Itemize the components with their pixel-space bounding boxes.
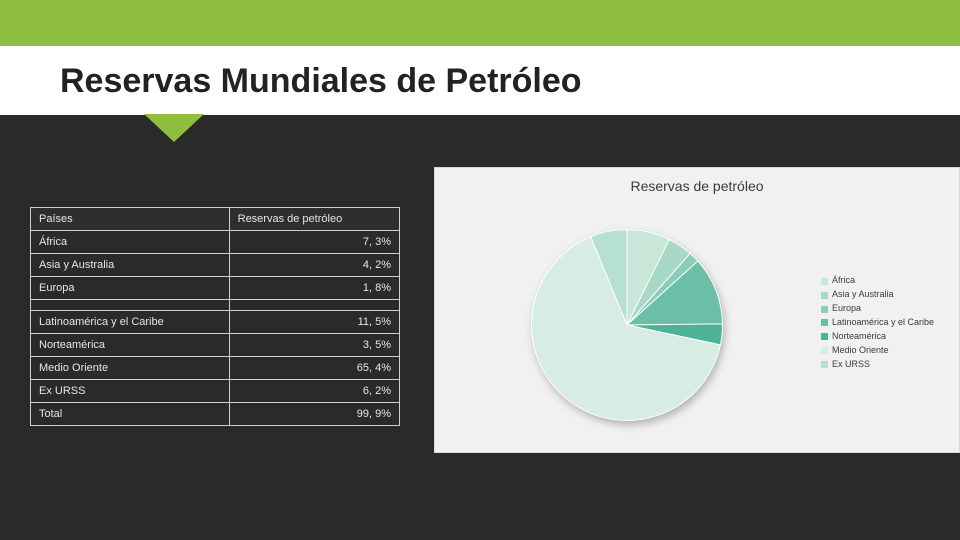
table-row: Asia y Australia 4, 2% (31, 254, 400, 277)
legend-swatch (821, 278, 828, 285)
cell-value: 6, 2% (229, 380, 399, 403)
cell-label: África (31, 231, 230, 254)
chart-legend: África Asia y Australia Europa Latinoaméric… (819, 270, 959, 379)
notch-icon (144, 114, 204, 142)
legend-item: Medio Oriente (821, 346, 951, 356)
table-row: Total 99, 9% (31, 403, 400, 426)
cell-value: 4, 2% (229, 254, 399, 277)
legend-item: Ex URSS (821, 360, 951, 370)
table-spacer-row (31, 300, 400, 311)
page-title: Reservas Mundiales de Petróleo (60, 62, 920, 101)
legend-item: África (821, 276, 951, 286)
legend-item: Latinoamérica y el Caribe (821, 318, 951, 328)
legend-label: Medio Oriente (832, 346, 889, 356)
legend-item: Norteamérica (821, 332, 951, 342)
cell-value: 65, 4% (229, 357, 399, 380)
legend-swatch (821, 319, 828, 326)
title-bar: Reservas Mundiales de Petróleo (0, 46, 960, 115)
cell-label: Asia y Australia (31, 254, 230, 277)
cell-label: Ex URSS (31, 380, 230, 403)
cell-value: 3, 5% (229, 334, 399, 357)
pie-chart-panel: Reservas de petróleo África Asia y Austra… (434, 167, 960, 453)
data-table: Países Reservas de petróleo África 7, 3%… (30, 207, 400, 426)
table-row: Medio Oriente 65, 4% (31, 357, 400, 380)
cell-label: Medio Oriente (31, 357, 230, 380)
table-row: África 7, 3% (31, 231, 400, 254)
table-row: Ex URSS 6, 2% (31, 380, 400, 403)
legend-label: Norteamérica (832, 332, 886, 342)
table-row: Latinoamérica y el Caribe 11, 5% (31, 311, 400, 334)
legend-label: África (832, 276, 855, 286)
legend-swatch (821, 292, 828, 299)
legend-label: Latinoamérica y el Caribe (832, 318, 934, 328)
table-row: Norteamérica 3, 5% (31, 334, 400, 357)
legend-label: Europa (832, 304, 861, 314)
col-countries: Países (31, 208, 230, 231)
cell-label: Total (31, 403, 230, 426)
chart-title: Reservas de petróleo (435, 168, 959, 198)
dark-band (0, 115, 960, 167)
legend-swatch (821, 333, 828, 340)
legend-item: Asia y Australia (821, 290, 951, 300)
table-row: Europa 1, 8% (31, 277, 400, 300)
legend-swatch (821, 306, 828, 313)
cell-value: 99, 9% (229, 403, 399, 426)
cell-label: Norteamérica (31, 334, 230, 357)
legend-swatch (821, 347, 828, 354)
col-reserves: Reservas de petróleo (229, 208, 399, 231)
cell-label: Latinoamérica y el Caribe (31, 311, 230, 334)
table-header-row: Países Reservas de petróleo (31, 208, 400, 231)
cell-value: 7, 3% (229, 231, 399, 254)
cell-value: 1, 8% (229, 277, 399, 300)
legend-item: Europa (821, 304, 951, 314)
pie-area (435, 220, 819, 430)
pie-svg (522, 220, 732, 430)
content-area: Países Reservas de petróleo África 7, 3%… (0, 167, 960, 539)
cell-value: 11, 5% (229, 311, 399, 334)
legend-label: Ex URSS (832, 360, 870, 370)
legend-label: Asia y Australia (832, 290, 894, 300)
top-accent-bar (0, 0, 960, 46)
legend-swatch (821, 361, 828, 368)
cell-label: Europa (31, 277, 230, 300)
